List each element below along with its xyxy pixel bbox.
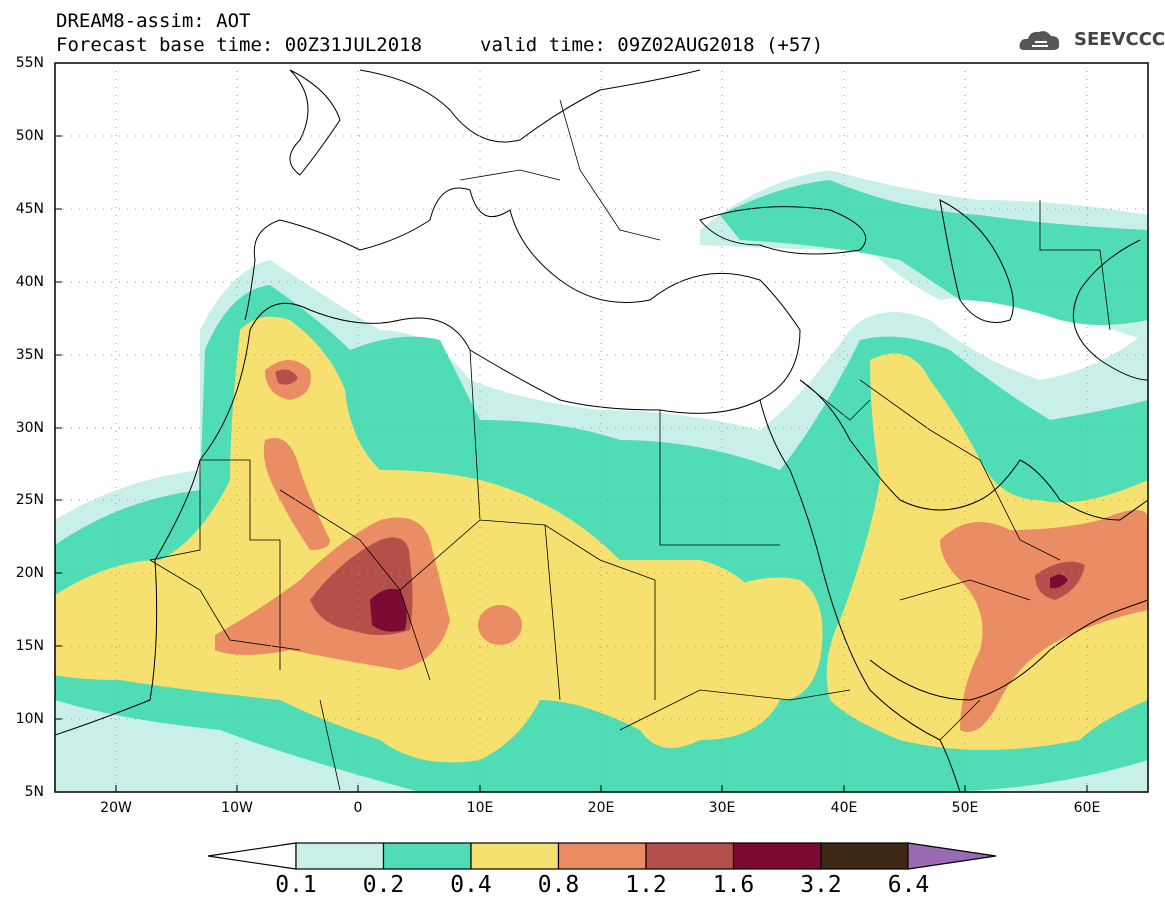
lat-label: 30N <box>15 420 44 436</box>
coastlines <box>55 69 1148 792</box>
chart-title: DREAM8-assim: AOT <box>56 10 251 32</box>
lon-label: 30E <box>708 800 736 816</box>
lon-label: 20W <box>100 800 132 816</box>
ticks <box>55 62 1088 792</box>
lat-label: 40N <box>15 274 44 290</box>
borders <box>149 99 1111 791</box>
cloud-icon <box>1019 31 1060 50</box>
lat-label: 25N <box>15 492 44 508</box>
lat-label: 50N <box>15 128 44 144</box>
lon-label: 50E <box>951 800 979 816</box>
colorbar-label: 1.2 <box>625 872 667 898</box>
lon-label: 40E <box>830 800 858 816</box>
lon-label: 0 <box>353 800 363 816</box>
colorbar-label: 1.6 <box>712 872 755 898</box>
lon-label: 60E <box>1073 800 1101 816</box>
valid-time: valid time: 09Z02AUG2018 (+57) <box>480 34 824 56</box>
aot-level-1.6 <box>370 574 1068 632</box>
lat-label: 35N <box>15 347 44 363</box>
lat-label: 10N <box>15 711 44 727</box>
colorbar-label: 0.1 <box>275 872 317 898</box>
colorbar-label: 3.2 <box>800 872 842 898</box>
lon-label: 10E <box>466 800 494 816</box>
lat-label: 15N <box>15 638 44 654</box>
lat-label: 45N <box>15 201 44 217</box>
lon-label: 20E <box>587 800 615 816</box>
lat-label: 20N <box>15 565 44 581</box>
colorbar-label: 0.8 <box>537 872 580 898</box>
base-time: Forecast base time: 00Z31JUL2018 <box>56 34 423 56</box>
colorbar-label: 0.4 <box>450 872 492 898</box>
colorbar-label: 6.4 <box>887 872 930 898</box>
logo-text: SEEVCCC <box>1074 29 1165 50</box>
lon-label: 10W <box>221 800 253 816</box>
lat-label: 55N <box>15 55 44 71</box>
colorbar-label: 0.2 <box>362 872 405 898</box>
lat-label: 5N <box>24 784 44 800</box>
